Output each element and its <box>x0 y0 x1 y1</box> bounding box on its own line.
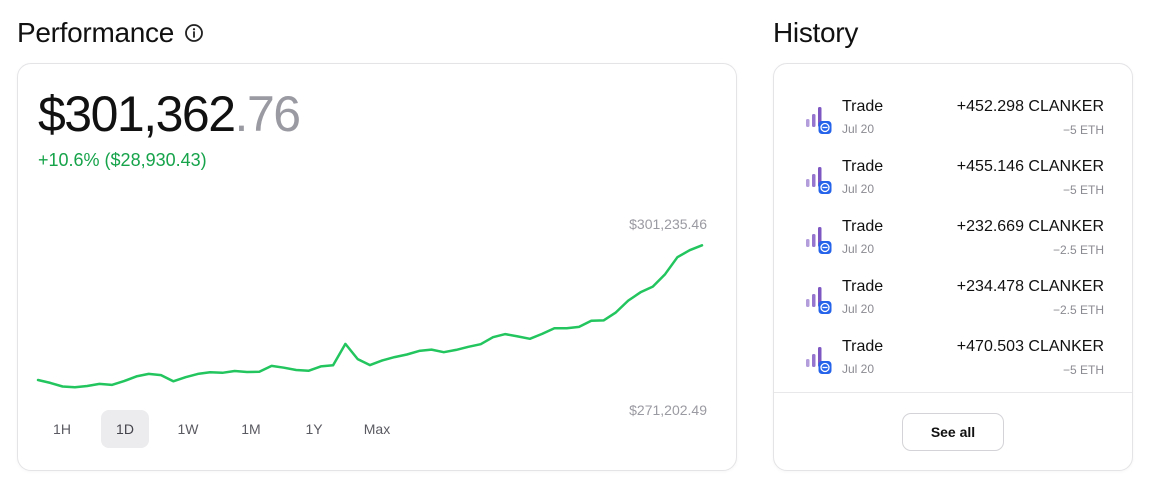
history-item-amount: +470.503 CLANKER <box>956 338 1104 355</box>
history-item-cost: −5 ETH <box>1062 123 1104 137</box>
history-item-cost: −2.5 ETH <box>1052 303 1104 317</box>
history-item-date: Jul 20 <box>842 242 875 256</box>
range-1h-button[interactable]: 1H <box>38 410 86 448</box>
performance-card: $301,362.76 +10.6% ($28,930.43) $301,235… <box>17 63 737 471</box>
trade-token-icon <box>806 227 832 254</box>
portfolio-value-decimal: .76 <box>234 86 302 142</box>
history-item-date: Jul 20 <box>842 362 875 376</box>
history-title-text: History <box>773 17 859 48</box>
history-item-cost: −5 ETH <box>1062 363 1104 377</box>
history-item-type: Trade <box>842 338 884 355</box>
see-all-button[interactable]: See all <box>902 413 1004 451</box>
trade-token-icon <box>806 167 832 194</box>
history-title: History <box>773 16 858 50</box>
history-item-cost: −2.5 ETH <box>1052 243 1104 257</box>
history-item-cost: −5 ETH <box>1062 183 1104 197</box>
performance-title-text: Performance <box>17 17 174 48</box>
history-item[interactable]: Trade Jul 20 +470.503 CLANKER −5 ETH <box>774 335 1132 395</box>
history-item-date: Jul 20 <box>842 302 875 316</box>
portfolio-value: $301,362.76 <box>38 86 302 142</box>
chart-low-label: $271,202.49 <box>629 402 707 418</box>
time-range-selector: 1H 1D 1W 1M 1Y Max <box>38 410 401 448</box>
history-divider <box>774 392 1132 393</box>
trade-token-icon <box>806 287 832 314</box>
range-1w-button[interactable]: 1W <box>164 410 212 448</box>
performance-chart[interactable] <box>18 64 738 472</box>
history-item-amount: +234.478 CLANKER <box>956 278 1104 295</box>
history-item-type: Trade <box>842 98 884 115</box>
history-item-amount: +455.146 CLANKER <box>956 158 1104 175</box>
range-1y-button[interactable]: 1Y <box>290 410 338 448</box>
chart-high-label: $301,235.46 <box>629 216 707 232</box>
history-item[interactable]: Trade Jul 20 +234.478 CLANKER −2.5 ETH <box>774 275 1132 335</box>
trade-token-icon <box>806 347 832 374</box>
history-item-type: Trade <box>842 218 884 235</box>
portfolio-change: +10.6% ($28,930.43) <box>38 150 207 170</box>
trade-token-icon <box>806 107 832 134</box>
history-item-date: Jul 20 <box>842 182 875 196</box>
history-item-type: Trade <box>842 158 884 175</box>
range-1m-button[interactable]: 1M <box>227 410 275 448</box>
portfolio-value-integer: $301,362 <box>38 86 236 142</box>
history-card: Trade Jul 20 +452.298 CLANKER −5 ETH Trade Ju… <box>773 63 1133 471</box>
history-item-type: Trade <box>842 278 884 295</box>
range-max-button[interactable]: Max <box>353 410 401 448</box>
performance-title: Performance <box>17 16 204 50</box>
history-item[interactable]: Trade Jul 20 +452.298 CLANKER −5 ETH <box>774 95 1132 155</box>
range-1d-button[interactable]: 1D <box>101 410 149 448</box>
history-item-amount: +452.298 CLANKER <box>956 98 1104 115</box>
info-icon[interactable] <box>184 23 204 43</box>
history-item-amount: +232.669 CLANKER <box>956 218 1104 235</box>
history-item[interactable]: Trade Jul 20 +455.146 CLANKER −5 ETH <box>774 155 1132 215</box>
history-item-date: Jul 20 <box>842 122 875 136</box>
performance-line <box>36 244 704 389</box>
history-item[interactable]: Trade Jul 20 +232.669 CLANKER −2.5 ETH <box>774 215 1132 275</box>
